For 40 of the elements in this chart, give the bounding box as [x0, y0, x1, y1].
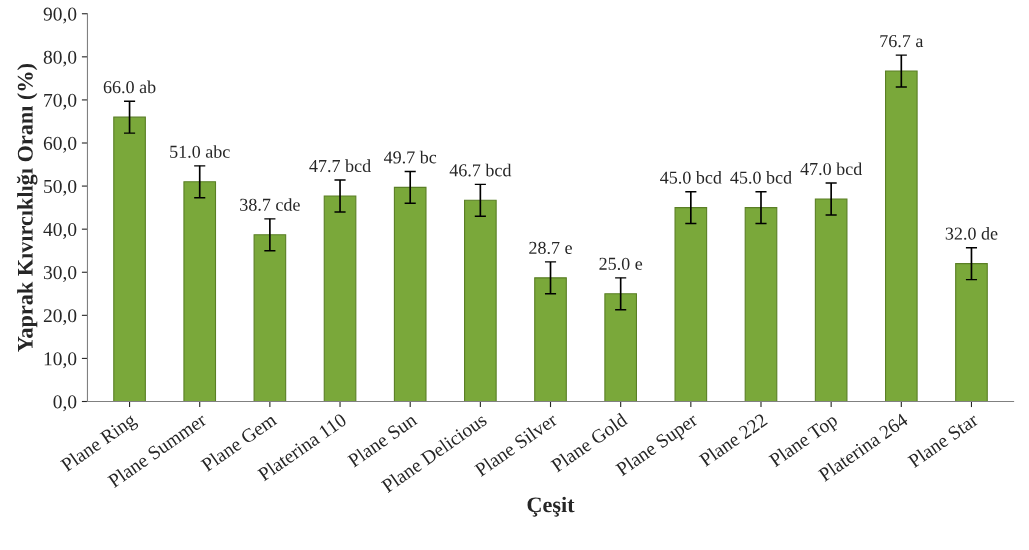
data-label: 28.7 e — [529, 241, 572, 255]
y-tick-label: 10,0 — [44, 352, 77, 369]
x-tick-label: Plane 222 — [698, 412, 768, 468]
data-label: 38.7 cde — [240, 198, 300, 211]
bar — [464, 199, 497, 402]
y-tick-label: 90,0 — [43, 7, 77, 24]
data-label: 49.7 bc — [383, 150, 437, 164]
bar — [884, 70, 918, 402]
bar — [955, 263, 988, 402]
bar — [323, 195, 357, 402]
y-tick-label: 0,0 — [53, 395, 77, 412]
y-tick-label: 30,0 — [43, 266, 77, 282]
data-label: 47.7 bcd — [309, 159, 371, 173]
y-tick-label: 20,0 — [43, 309, 77, 326]
y-tick-label: 70,0 — [44, 93, 77, 110]
bar — [604, 293, 638, 402]
data-label: 25.0 e — [599, 257, 643, 270]
bar — [534, 277, 567, 402]
bar — [814, 198, 848, 402]
y-tick-label: 60,0 — [43, 136, 77, 153]
bar — [183, 181, 217, 402]
y-tick-label: 50,0 — [44, 179, 77, 196]
y-axis-title: Yaprak Kıvırcıklığı Oranı (%) — [16, 64, 38, 352]
data-label: 51.0 abc — [170, 145, 230, 158]
data-label: 66.0 ab — [103, 80, 156, 94]
data-label: 76.7 a — [880, 35, 924, 48]
bar — [253, 234, 287, 402]
data-label: 45.0 bcd — [660, 171, 722, 184]
data-label: 32.0 de — [945, 227, 998, 240]
bar — [113, 116, 146, 402]
y-tick-label: 40,0 — [43, 222, 77, 239]
data-label: 46.7 bcd — [449, 163, 512, 177]
x-axis-title: Çeşit — [527, 496, 575, 517]
data-label: 45.0 bcd — [730, 171, 792, 184]
y-tick-label: 80,0 — [43, 50, 77, 67]
bar — [744, 207, 778, 402]
bar — [393, 186, 427, 402]
bar — [674, 207, 708, 402]
x-tick-label: Plane Star — [906, 412, 980, 469]
data-label: 47.0 bcd — [800, 162, 863, 176]
